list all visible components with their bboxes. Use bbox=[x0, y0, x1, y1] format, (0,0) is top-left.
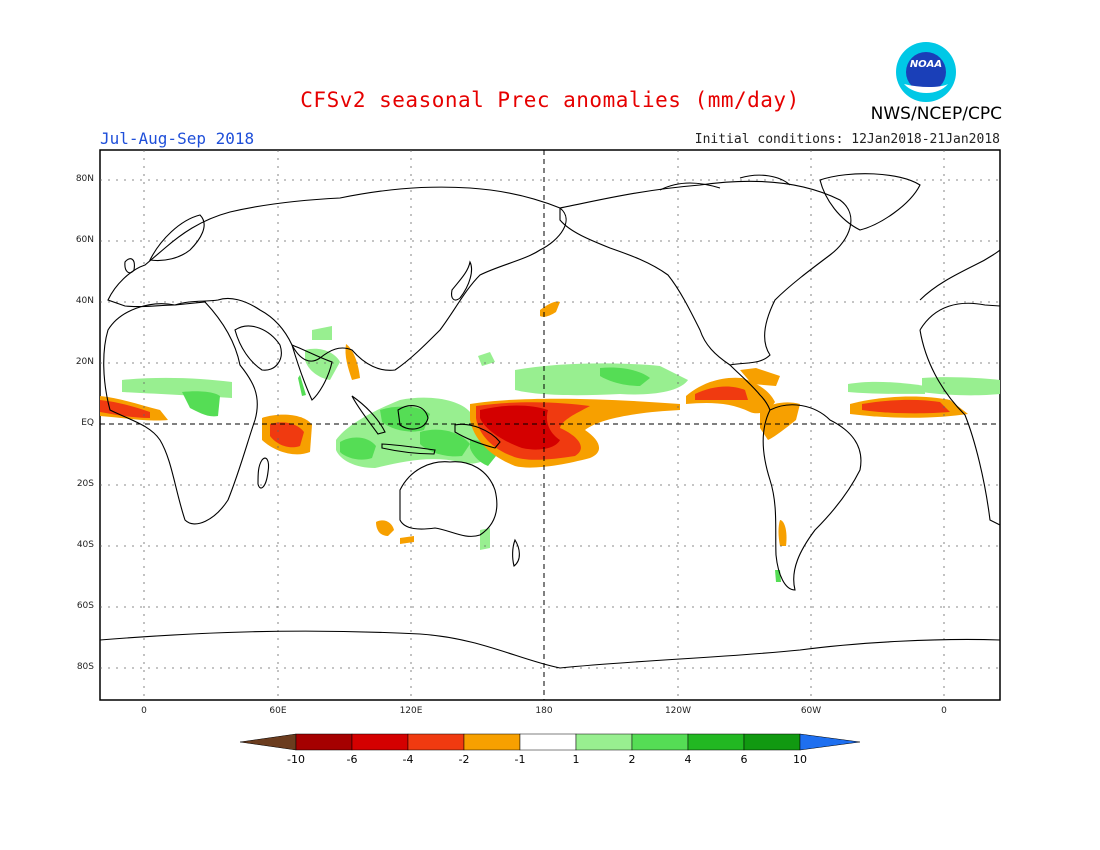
season-label: Jul-Aug-Sep 2018 bbox=[100, 129, 255, 148]
colorbar-bin-1 bbox=[295, 733, 353, 751]
coast-central-america bbox=[729, 364, 771, 411]
coast-greenland bbox=[819, 173, 921, 231]
initial-conditions-label: Initial conditions: 12Jan2018-21Jan2018 bbox=[694, 132, 1000, 147]
lat-tick: 20N bbox=[75, 357, 94, 367]
lon-tick: 0 bbox=[941, 706, 947, 716]
coast-south-america bbox=[762, 404, 862, 591]
lat-tick: 80N bbox=[75, 174, 94, 184]
colorbar-bin-5 bbox=[519, 733, 577, 751]
lat-tick: 40N bbox=[75, 296, 94, 306]
lon-tick: 120E bbox=[399, 706, 423, 716]
colorbar-tick: 1 bbox=[572, 753, 580, 766]
lon-tick: 60E bbox=[269, 706, 287, 716]
colorbar-bin-9 bbox=[743, 733, 801, 751]
colorbar-bin-7 bbox=[631, 733, 689, 751]
colorbar-low-arrow bbox=[239, 733, 297, 751]
anomaly-patches bbox=[100, 301, 1000, 582]
coast-java bbox=[381, 443, 436, 455]
colorbar-bin-2 bbox=[351, 733, 409, 751]
lon-tick: 120W bbox=[664, 706, 692, 716]
coast-africa-east bbox=[919, 302, 1000, 331]
coastlines bbox=[100, 173, 1000, 669]
coast-borneo bbox=[397, 405, 429, 430]
coast-new-guinea bbox=[454, 423, 501, 449]
coast-africa bbox=[103, 301, 258, 525]
colorbar-tick: 10 bbox=[793, 753, 807, 766]
colorbar-tick: -2 bbox=[458, 753, 470, 766]
colorbar-bin-8 bbox=[687, 733, 745, 751]
colorbar-tick: -10 bbox=[287, 753, 305, 766]
coast-arctic-islands bbox=[659, 174, 791, 191]
colorbar-bin-6 bbox=[575, 733, 633, 751]
coast-new-zealand bbox=[512, 538, 520, 567]
chart-title: CFSv2 seasonal Prec anomalies (mm/day) bbox=[300, 88, 800, 112]
lat-tick: 60S bbox=[76, 601, 94, 611]
coast-madagascar bbox=[257, 457, 270, 489]
lon-tick: 0 bbox=[141, 706, 147, 716]
lat-tick: 80S bbox=[76, 662, 94, 672]
lat-tick: 60N bbox=[75, 235, 94, 245]
colorbar-tick: 6 bbox=[740, 753, 748, 766]
noaa-logo-text: NOAA bbox=[909, 59, 943, 70]
noaa-logo bbox=[896, 42, 956, 102]
agency-label: NWS/NCEP/CPC bbox=[870, 104, 1002, 124]
colorbar-tick: -4 bbox=[402, 753, 414, 766]
dry-patch-north-pacific bbox=[540, 301, 560, 317]
coast-australia bbox=[399, 461, 498, 537]
coast-antarctica bbox=[100, 630, 1000, 669]
colorbar-bin-4 bbox=[463, 733, 521, 751]
grid-lines bbox=[100, 150, 1000, 700]
colorbar-high-arrow bbox=[799, 733, 861, 751]
lat-tick: 20S bbox=[76, 479, 94, 489]
colorbar-tick: -1 bbox=[514, 753, 526, 766]
coast-japan bbox=[451, 260, 473, 301]
lat-tick: 40S bbox=[76, 540, 94, 550]
coast-scandinavia bbox=[149, 214, 205, 262]
lon-tick: 60W bbox=[800, 706, 822, 716]
coast-north-america bbox=[559, 180, 852, 366]
coast-uk bbox=[124, 258, 135, 274]
dry-patch-chile bbox=[778, 520, 787, 546]
lat-tick: EQ bbox=[81, 418, 94, 428]
wet-patch-sahel-east bbox=[848, 381, 925, 394]
coast-sumatra bbox=[351, 395, 386, 435]
coast-eurasia bbox=[107, 186, 567, 371]
colorbar-bin-3 bbox=[407, 733, 465, 751]
coast-arabia bbox=[234, 325, 282, 371]
wet-patch-north-pacific bbox=[515, 363, 688, 396]
colorbar-tick: -6 bbox=[346, 753, 358, 766]
coast-india bbox=[291, 344, 333, 401]
colorbar-tick: 2 bbox=[628, 753, 636, 766]
colorbar-tick: 4 bbox=[684, 753, 692, 766]
colorbar bbox=[239, 733, 861, 751]
wet-patch-india bbox=[305, 348, 340, 380]
lon-tick: 180 bbox=[535, 706, 553, 716]
coast-europe-east bbox=[919, 249, 1000, 301]
